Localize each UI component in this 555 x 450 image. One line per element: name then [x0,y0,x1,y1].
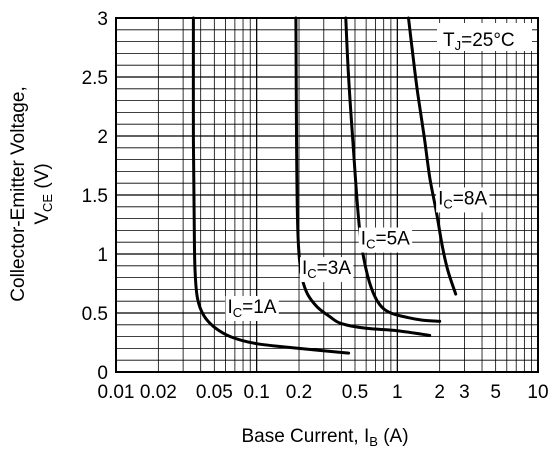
curve-label: IC=3A [302,258,351,281]
curve-label-background [225,296,279,321]
temperature-annotation: TJ=25°C [437,23,532,53]
y-tick-label: 0.5 [82,304,108,325]
x-tick-label: 0.01 [98,382,135,403]
x-tick-label: 0.1 [243,382,269,403]
y-tick-labels: 0 0.5 1 1.5 2 2.5 3 [82,9,108,384]
x-tick-label: 0.02 [140,382,177,403]
x-tick-label: 0.5 [342,382,368,403]
curve-label: IC=5A [361,229,410,252]
curve-ic-3 [344,16,442,323]
temperature-text: TJ=25°C [443,30,515,53]
x-tick-label: 10 [527,382,548,403]
x-tick-label: 0.05 [196,382,233,403]
x-tick-label: 0.2 [286,382,312,403]
curve-label: IC=8A [438,188,487,211]
x-tick-label: 1 [392,382,403,403]
y-tick-label: 3 [97,9,108,30]
curve-label-background [299,257,354,283]
curve-ic-2 [294,16,432,337]
y-tick-label: 2.5 [82,68,108,89]
curve-label: IC=1A [227,297,276,320]
curve-ic-1 [191,16,351,355]
x-tick-label: 3 [459,382,470,403]
curves [191,16,458,355]
x-tick-labels: 0.01 0.02 0.05 0.1 0.2 0.5 1 2 3 5 10 [98,382,549,403]
y-axis-label-line2: VCE (V) [32,163,55,224]
y-tick-label: 2 [97,127,108,148]
y-tick-label: 1.5 [82,186,108,207]
plot-frame [115,17,539,373]
y-axis-label-line1: Collector-Emitter Voltage, [8,86,29,301]
x-tick-label: 2 [434,382,445,403]
curve-labels: IC=1A IC=3A IC=5A IC=8A [225,187,490,321]
x-tick-label: 5 [490,382,501,403]
y-axis-label: Collector-Emitter Voltage, VCE (V) [8,86,55,301]
curve-label-background [436,187,490,213]
curve-label-background [358,227,413,253]
y-tick-label: 1 [97,245,108,266]
x-axis-label: Base Current, IB (A) [241,426,408,449]
curve-ic-4 [407,16,458,296]
y-tick-label: 0 [97,363,108,384]
